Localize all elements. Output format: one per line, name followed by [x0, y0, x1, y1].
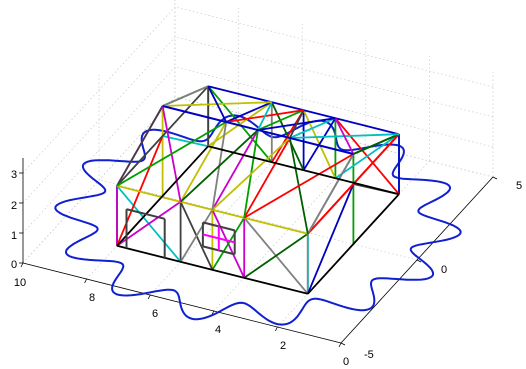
- y-tick-mark: [492, 176, 498, 180]
- x-tick-label: 6: [152, 308, 158, 320]
- x-tick-mark: [147, 294, 151, 300]
- window-cross: [202, 233, 235, 244]
- roof-brace: [116, 121, 227, 187]
- base-line: [207, 145, 400, 196]
- z-tick-label: 3: [11, 169, 17, 181]
- base-line: [116, 145, 209, 247]
- roof-rafter: [225, 101, 273, 123]
- x-tick-label: 10: [14, 277, 26, 289]
- wall-brace: [116, 201, 182, 247]
- roof-rafter: [179, 121, 227, 203]
- x-tick-mark: [20, 262, 24, 268]
- base-line: [307, 193, 400, 295]
- wall-brace: [179, 209, 214, 263]
- roof-rafter: [289, 117, 336, 139]
- grid-line: [98, 179, 418, 261]
- roof-brace: [207, 85, 228, 123]
- roof-brace: [257, 101, 273, 131]
- x-tick-mark: [275, 326, 278, 332]
- x-tick-label: 4: [215, 324, 221, 336]
- roof-brace: [334, 117, 355, 155]
- gable-brace: [306, 183, 355, 295]
- roof-rafter: [257, 109, 304, 131]
- wall-brace: [211, 217, 245, 271]
- roof-rafter: [243, 137, 291, 219]
- x-tick-label: 0: [343, 356, 349, 368]
- roof-brace: [288, 109, 305, 139]
- grid-line: [174, 6, 494, 88]
- z-tick-label: 2: [11, 200, 17, 212]
- x-tick-label: 2: [280, 340, 286, 352]
- wall-brace: [302, 117, 337, 171]
- base-line: [116, 244, 309, 295]
- y-tick-label: -5: [364, 349, 374, 361]
- y-tick-label: 0: [441, 264, 447, 276]
- grid-line: [22, 36, 176, 204]
- wall-brace: [334, 133, 400, 179]
- axis-box: [19, 158, 498, 348]
- top-plate: [307, 133, 400, 235]
- door-frame: [126, 208, 165, 220]
- z-tick-label: 1: [11, 230, 17, 242]
- grid-line: [22, 96, 176, 264]
- wall-brace: [243, 233, 309, 279]
- x-tick-mark: [338, 342, 342, 348]
- gable-brace: [162, 135, 209, 148]
- wall-brace: [207, 101, 273, 147]
- grid-line: [22, 66, 176, 234]
- y-tick-mark: [340, 342, 346, 346]
- grid-line: [22, 6, 176, 174]
- x-tick-label: 8: [89, 292, 95, 304]
- y-tick-mark: [416, 259, 422, 263]
- roof-brace: [211, 137, 291, 211]
- x-tick-mark: [84, 278, 87, 284]
- x-axis-line: [22, 262, 342, 344]
- roof-rafter: [116, 105, 164, 187]
- roof-brace: [179, 129, 259, 203]
- y-tick-label: 5: [516, 180, 522, 192]
- roof-rafter: [307, 153, 355, 235]
- grid-line: [174, 66, 494, 148]
- grid-line: [174, 36, 494, 118]
- tick-labels: 10 8 6 4 2 0 5 0 -5 3 2 1 0: [11, 169, 522, 368]
- grid-line: [213, 144, 367, 312]
- roof-brace: [243, 153, 354, 219]
- top-plate: [116, 85, 209, 187]
- roof-rafter: [211, 129, 259, 211]
- roof-rafter: [162, 85, 209, 107]
- roof-rafter: [353, 133, 400, 155]
- roof-ridge: [162, 105, 354, 155]
- house-wireframe: [116, 85, 400, 295]
- z-tick-label: 0: [11, 259, 17, 271]
